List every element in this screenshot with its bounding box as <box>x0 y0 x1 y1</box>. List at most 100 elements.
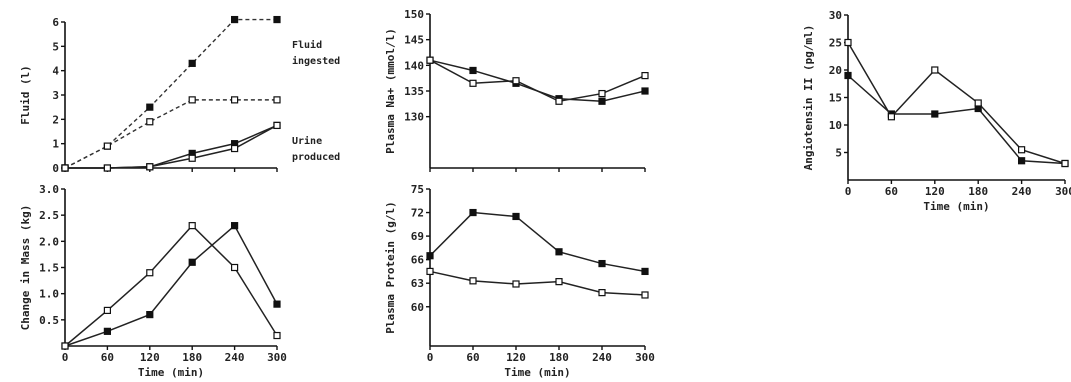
data-point-filled <box>641 267 649 276</box>
x-tick-label: 120 <box>506 351 526 364</box>
data-point-filled <box>598 259 606 268</box>
data-point-open <box>641 291 649 299</box>
y-tick-label: 25 <box>829 37 842 50</box>
data-point-filled <box>188 258 196 266</box>
x-axis-label: Time (min) <box>923 200 989 213</box>
x-tick-label: 180 <box>549 351 569 364</box>
y-tick-label: 10 <box>829 119 842 132</box>
x-tick-label: 180 <box>182 351 202 364</box>
y-tick-label: 69 <box>411 230 424 243</box>
y-axis-label: Angiotensin II (pg/ml) <box>802 25 815 171</box>
y-tick-label: 0.5 <box>39 314 59 327</box>
data-point-open <box>61 164 69 172</box>
data-point-filled <box>1017 157 1026 165</box>
y-tick-label: 15 <box>829 92 842 105</box>
y-tick-label: 2 <box>52 113 59 126</box>
y-tick-label: 1.5 <box>39 262 59 275</box>
data-point-filled <box>231 222 239 230</box>
data-point-filled <box>555 248 563 256</box>
data-point-open <box>641 71 649 80</box>
data-point-open <box>273 96 281 104</box>
data-point-open <box>146 163 154 171</box>
data-point-open <box>512 280 520 288</box>
data-point-filled <box>146 103 154 111</box>
data-point-open <box>273 121 281 130</box>
y-axis-label: Change in Mass (kg) <box>19 205 32 331</box>
data-point-open <box>231 263 239 272</box>
x-tick-label: 0 <box>845 185 852 198</box>
data-point-open <box>1017 146 1026 154</box>
data-point-open <box>188 96 196 104</box>
y-tick-label: 5 <box>835 147 842 160</box>
data-point-filled <box>512 212 520 221</box>
x-tick-label: 240 <box>592 351 612 364</box>
data-point-open <box>469 79 477 87</box>
y-tick-label: 150 <box>404 8 424 21</box>
data-point-open <box>512 77 520 85</box>
data-point-filled <box>469 208 477 217</box>
data-point-filled <box>641 87 649 95</box>
data-point-open <box>469 277 477 285</box>
x-tick-label: 60 <box>885 185 898 198</box>
data-point-open <box>844 38 852 47</box>
x-tick-label: 120 <box>140 351 160 364</box>
chart-angio: 51015202530060120180240300Time (min)Angi… <box>802 9 1071 213</box>
data-point-filled <box>844 71 852 80</box>
annotation-label: Urine <box>292 135 322 147</box>
series-line <box>64 99 277 169</box>
series-line <box>429 59 646 103</box>
annotation-label: ingested <box>292 55 340 67</box>
y-axis-label: Plasma Protein (g/l) <box>384 201 397 333</box>
y-tick-label: 66 <box>411 254 425 267</box>
data-point-open <box>103 164 112 172</box>
chart-fluid: 0 1 2 3 4 5 6 Fluid (l) Fluid ingested Urine produc… <box>19 15 340 175</box>
x-tick-label: 0 <box>427 351 434 364</box>
data-point-open <box>598 89 606 98</box>
series-line <box>847 42 1066 165</box>
data-point-open <box>231 96 239 104</box>
data-point-filled <box>146 311 154 319</box>
data-point-open <box>188 154 196 162</box>
y-axis-label: Fluid (l) <box>19 65 32 125</box>
y-tick-label: 72 <box>411 207 424 220</box>
data-point-filled <box>103 327 112 335</box>
data-point-filled <box>231 15 239 24</box>
data-point-open <box>146 118 154 126</box>
series-line <box>65 124 278 169</box>
y-tick-label: 2.0 <box>39 235 59 248</box>
data-point-open <box>974 99 982 107</box>
y-tick-label: 30 <box>829 9 842 22</box>
x-axis-label: Time (min) <box>504 366 570 379</box>
data-point-filled <box>188 59 196 67</box>
x-tick-label: 0 <box>62 351 69 364</box>
series-line <box>64 224 278 347</box>
series-line <box>64 18 277 169</box>
y-tick-label: 6 <box>52 16 59 29</box>
x-tick-label: 300 <box>267 351 287 364</box>
y-tick-label: 60 <box>411 301 424 314</box>
chart-sodium: 130 135 140 145 150 Plasma Na+ (mmol/l) <box>384 8 649 172</box>
data-point-open <box>231 144 239 153</box>
data-point-open <box>598 289 606 297</box>
series-line <box>65 124 278 169</box>
y-tick-label: 3 <box>52 89 59 102</box>
data-point-open <box>931 66 939 74</box>
data-point-open <box>887 113 896 121</box>
y-tick-label: 5 <box>52 40 59 53</box>
series-line <box>847 74 1066 165</box>
series-line <box>429 270 646 296</box>
data-point-open <box>188 222 196 230</box>
series-line <box>429 211 646 273</box>
chart-mass: 0.5 1.0 1.5 2.0 2.5 3.0 0 60 120 180 240 300 Time (m… <box>19 183 287 379</box>
x-tick-label: 60 <box>101 351 114 364</box>
series-line <box>429 59 646 103</box>
x-tick-label: 240 <box>225 351 245 364</box>
chart-protein: 60 63 66 69 72 75 0 60 120 180 240 300 Time (min) Pla… <box>384 183 655 379</box>
data-point-filled <box>598 97 606 105</box>
y-tick-label: 4 <box>52 65 59 78</box>
data-point-open <box>1061 159 1069 168</box>
x-axis-label: Time (min) <box>138 366 204 379</box>
data-point-filled <box>469 66 477 75</box>
y-tick-label: 145 <box>404 34 424 47</box>
